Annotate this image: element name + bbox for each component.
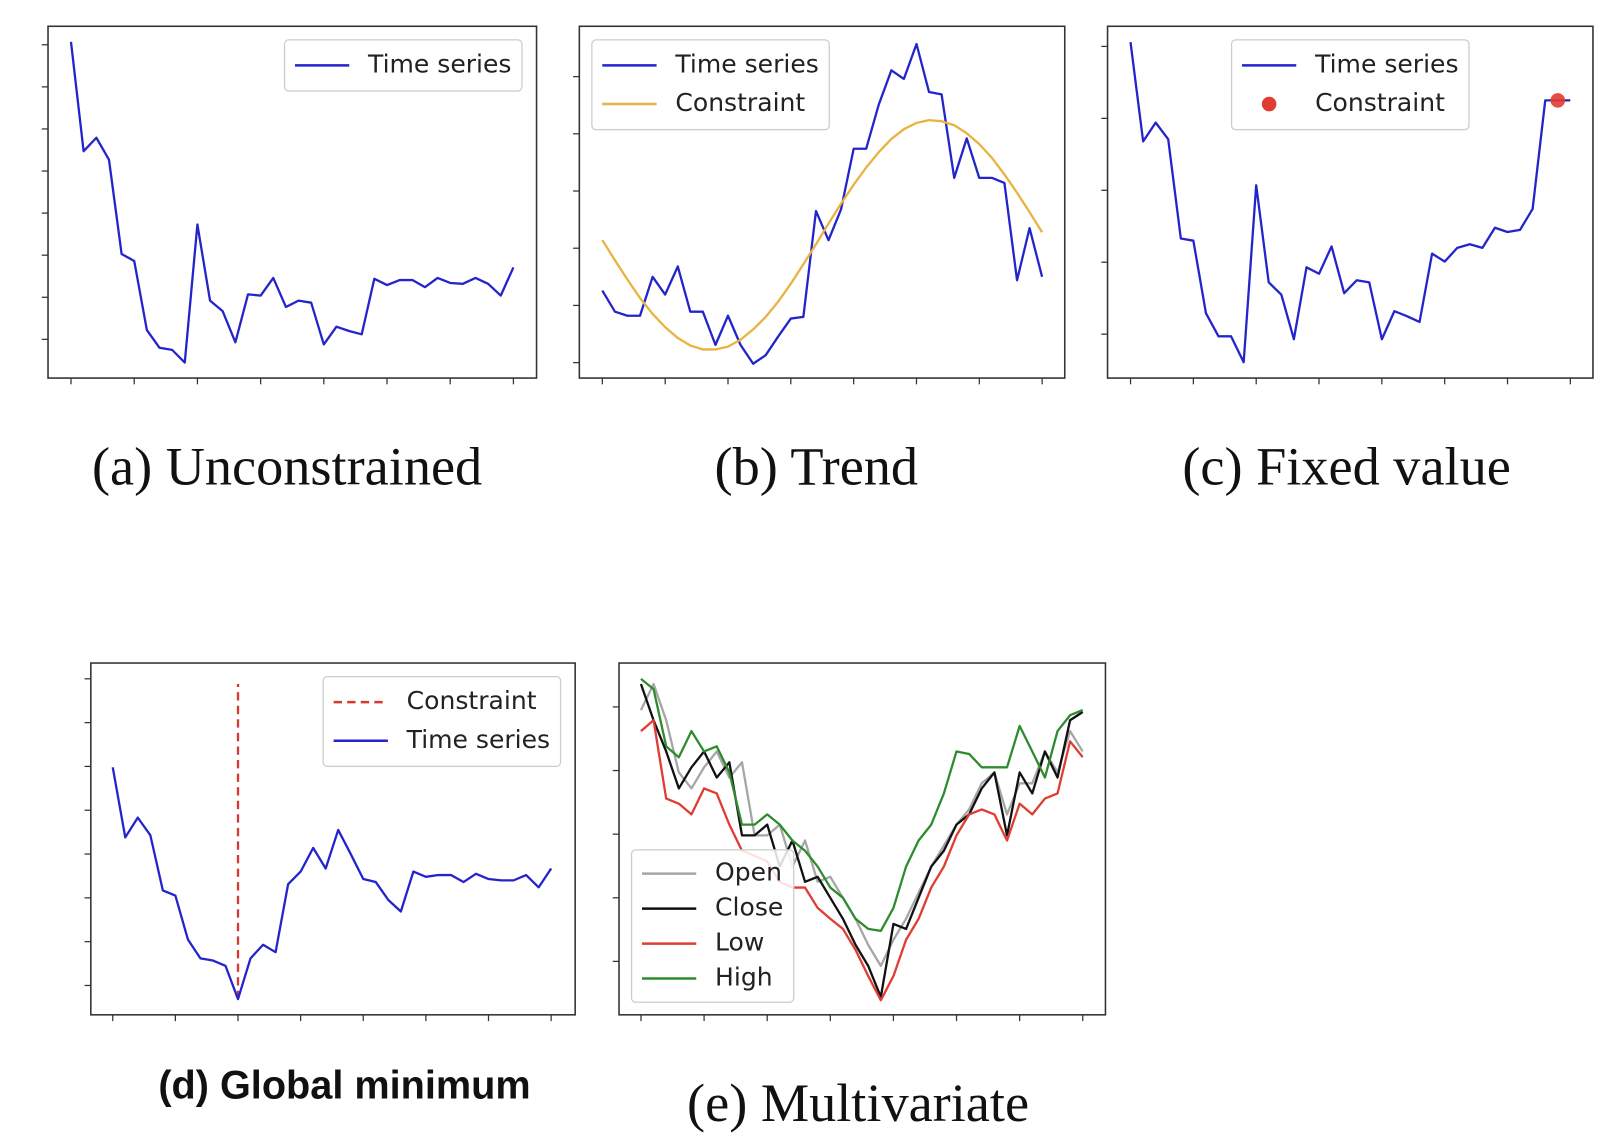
series-line [639,682,1084,968]
legend-box [591,39,830,131]
series-line [1129,41,1571,364]
legend-label: Constraint [675,88,805,117]
subplot-caption: (d) Global minimum [158,1063,530,1107]
subplot: Time series Constraint [573,25,1066,385]
subplot-caption: (b) Trend [715,436,919,496]
legend-label: Constraint [1315,88,1445,117]
subplot: Constraint Time series [84,662,576,1022]
legend-label: Time series [367,49,511,78]
legend-label: Open [715,858,782,887]
series-line [639,683,1084,999]
legend-label: Time series [1314,49,1458,78]
legend-label: Time series [406,725,550,754]
constraint-point [1550,93,1566,108]
subplot: Time series Constraint [1101,25,1594,385]
subplot: Time series [41,25,538,385]
legend-box [283,39,523,92]
legend-marker [1261,96,1277,112]
subplot: Open Close Low High [612,662,1107,1022]
legend-label: Close [715,893,783,922]
legend-box [630,849,795,1003]
legend: Time series Constraint [591,39,830,131]
series-line [601,42,1044,365]
series-line [640,678,1084,933]
legend-box [1230,39,1470,131]
series-line [69,41,515,364]
subplot-caption: (a) Unconstrained [92,436,482,496]
legend-label: Low [715,928,764,957]
legend-label: Constraint [407,686,537,715]
legend: Open Close Low High [630,849,795,1003]
series-line [111,767,553,1001]
legend: Constraint Time series [322,675,562,768]
legend-label: Time series [674,49,818,78]
legend: Time series Constraint [1230,39,1470,131]
legend-box [322,675,562,768]
series-line [640,719,1084,1002]
legend: Time series [283,39,523,92]
subplot-caption: (e) Multivariate [687,1073,1029,1133]
subplot-caption: (c) Fixed value [1182,436,1510,496]
legend-label: High [715,963,773,992]
series-line [601,118,1044,351]
